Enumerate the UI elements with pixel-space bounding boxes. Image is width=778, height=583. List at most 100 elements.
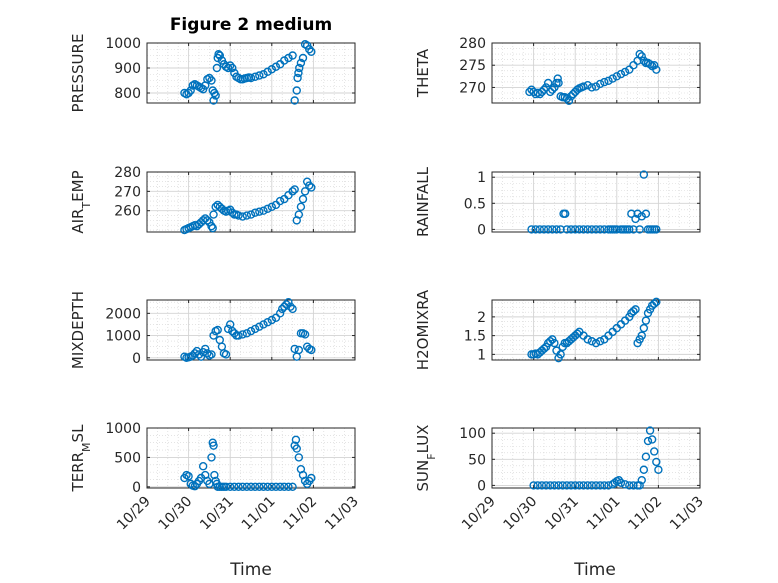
data-point <box>278 304 287 314</box>
data-point <box>294 210 304 219</box>
data-point <box>288 51 297 60</box>
x-tick-label: 10/30 <box>156 494 196 534</box>
data-point <box>280 56 289 65</box>
data-point <box>298 53 308 63</box>
data-point <box>595 225 605 234</box>
data-point <box>296 202 306 212</box>
data-point <box>207 453 216 462</box>
data-point <box>625 65 634 74</box>
x-tick-label: 10/31 <box>197 494 237 534</box>
data-point <box>566 225 576 234</box>
data-point <box>548 225 557 234</box>
data-point <box>271 482 281 492</box>
data-point <box>629 307 638 316</box>
data-point <box>263 204 272 213</box>
data-point <box>305 181 314 190</box>
data-point <box>210 470 219 480</box>
data-point <box>645 426 655 435</box>
data-point <box>550 83 559 92</box>
data-point <box>635 225 644 234</box>
data-point <box>654 465 663 474</box>
axes-frame <box>491 427 701 489</box>
data-point <box>255 482 264 492</box>
series-markers <box>180 435 316 492</box>
data-point <box>201 344 210 354</box>
data-point <box>546 481 555 490</box>
axes-frame <box>491 299 701 361</box>
axes-frame <box>146 42 356 104</box>
x-tick-label: 10/29 <box>114 494 154 534</box>
subplot-0: 800 900 1000 PRESSURE <box>69 34 356 112</box>
data-point <box>612 225 621 234</box>
y-tick-label: 100 <box>459 426 486 442</box>
data-point <box>600 481 609 490</box>
data-point <box>267 482 276 492</box>
data-point <box>541 481 551 490</box>
data-point <box>652 457 661 467</box>
data-point <box>221 482 231 492</box>
data-point <box>571 481 580 490</box>
data-point <box>543 225 553 234</box>
data-point <box>529 481 538 490</box>
data-point <box>635 481 644 490</box>
data-point <box>207 350 216 359</box>
data-point <box>583 81 592 90</box>
data-point <box>307 47 316 56</box>
data-point <box>531 225 540 234</box>
x-tick-label: 10/29 <box>459 494 499 534</box>
data-point <box>295 63 304 73</box>
data-point <box>209 210 218 219</box>
data-point <box>639 56 649 65</box>
x-tick-label: 11/01 <box>239 494 279 534</box>
data-point <box>184 88 193 98</box>
data-point <box>186 479 195 489</box>
axes-frame <box>146 299 356 361</box>
data-point <box>645 60 655 69</box>
y-tick-label: 1000 <box>105 36 141 52</box>
data-point <box>186 86 195 95</box>
data-point <box>307 473 316 483</box>
ylabel-3: RAINFALL <box>414 166 432 237</box>
data-point <box>267 65 276 74</box>
data-point <box>641 452 651 461</box>
data-point <box>579 225 588 234</box>
data-point <box>552 225 561 234</box>
data-point <box>284 298 293 307</box>
data-point <box>650 61 659 70</box>
series-markers <box>525 49 661 105</box>
data-point <box>575 225 584 234</box>
data-point <box>629 225 638 234</box>
data-point <box>641 316 651 325</box>
data-point <box>629 61 638 70</box>
data-point <box>600 77 609 87</box>
data-point <box>190 482 200 491</box>
y-tick-label: 2 <box>477 310 486 326</box>
data-point <box>637 212 646 221</box>
data-point <box>209 441 218 450</box>
data-point <box>535 89 545 99</box>
data-point <box>215 51 225 60</box>
data-point <box>263 318 272 327</box>
y-tick-label: 50 <box>468 452 486 468</box>
data-point <box>280 302 289 311</box>
data-point <box>198 462 208 471</box>
data-point <box>591 338 601 348</box>
data-point <box>223 63 233 73</box>
data-point <box>208 223 217 233</box>
data-point <box>546 337 555 346</box>
ylabel-6: TERRMSL <box>69 424 93 493</box>
data-point <box>246 326 256 336</box>
data-point <box>288 187 297 196</box>
y-tick-label: 1000 <box>105 329 141 345</box>
y-tick-label: 0 <box>477 222 486 238</box>
data-point <box>561 209 570 218</box>
data-point <box>284 482 293 492</box>
data-point <box>591 82 601 91</box>
data-point <box>290 185 299 194</box>
data-point <box>267 315 276 325</box>
data-point <box>221 350 231 359</box>
data-point <box>209 331 218 340</box>
data-point <box>652 225 661 234</box>
xlabel-right: Time <box>573 560 616 580</box>
data-point <box>556 350 565 359</box>
